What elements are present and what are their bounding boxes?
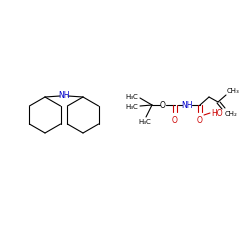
Text: O: O (197, 116, 203, 125)
Text: NH: NH (58, 92, 70, 100)
Text: H₃C: H₃C (125, 104, 138, 110)
Text: H₃C: H₃C (138, 119, 151, 125)
Text: H₃C: H₃C (125, 94, 138, 100)
Text: CH₂: CH₂ (225, 111, 238, 117)
Text: HO: HO (211, 108, 223, 118)
Text: O: O (160, 100, 166, 110)
Text: NH: NH (181, 100, 193, 110)
Text: O: O (172, 116, 178, 125)
Text: CH₃: CH₃ (227, 88, 240, 94)
